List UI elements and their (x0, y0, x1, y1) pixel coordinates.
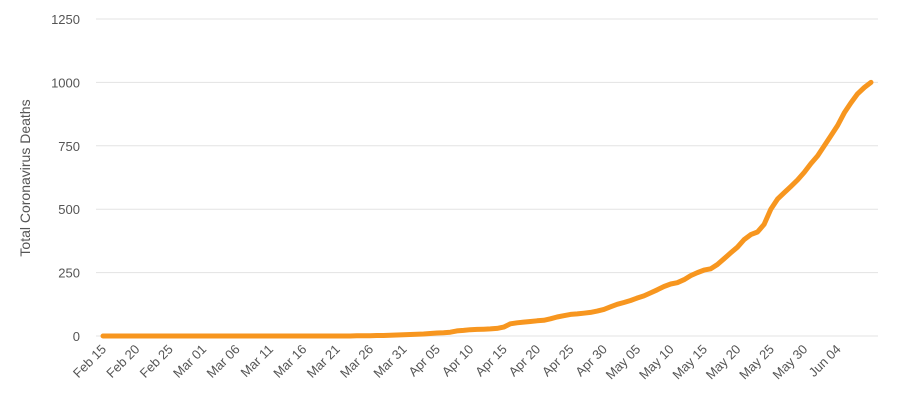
x-tick-label: May 20 (703, 342, 744, 383)
line-series (100, 79, 874, 339)
y-tick-label: 0 (73, 329, 80, 344)
x-tick-label: Apr 10 (439, 342, 477, 380)
x-tick-label: Jun 04 (806, 342, 844, 380)
y-tick-label: 750 (58, 139, 80, 154)
x-tick-label: Mar 21 (304, 342, 343, 381)
x-tick-label: Apr 25 (539, 342, 577, 380)
y-tick-label: 1000 (51, 75, 80, 90)
x-tick-label: Mar 01 (170, 342, 209, 381)
x-tick-label: May 15 (669, 342, 710, 383)
y-axis-label: Total Coronavirus Deaths (17, 99, 33, 256)
x-tick-label: Feb 20 (103, 342, 142, 381)
y-tick-label: 1250 (51, 12, 80, 27)
y-tick-label: 500 (58, 202, 80, 217)
x-tick-label: Apr 15 (472, 342, 510, 380)
x-tick-label: Apr 20 (506, 342, 544, 380)
x-tick-label: Mar 11 (238, 342, 277, 381)
x-tick-label: Feb 15 (70, 342, 109, 381)
x-tick-label: Mar 06 (203, 342, 242, 381)
x-tick-label: May 30 (770, 342, 811, 383)
x-tick-label: May 10 (636, 342, 677, 383)
x-tick-label: May 25 (736, 342, 777, 383)
x-tick-label: Mar 31 (370, 342, 409, 381)
x-tick-label: May 05 (603, 342, 644, 383)
x-tick-label: Mar 26 (337, 342, 376, 381)
y-tick-label: 250 (58, 266, 80, 281)
x-tick-label: Mar 16 (270, 342, 309, 381)
x-tick-label: Feb 25 (137, 342, 176, 381)
x-tick-label: Apr 05 (405, 342, 443, 380)
